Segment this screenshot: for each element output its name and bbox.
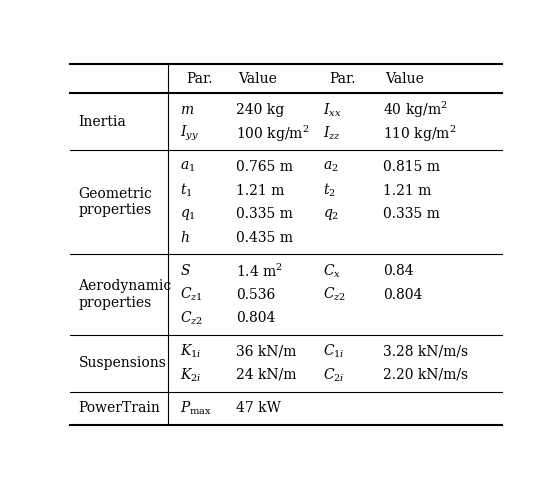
Text: 2.20 kN/m/s: 2.20 kN/m/s	[383, 368, 468, 382]
Text: $K_{2i}$: $K_{2i}$	[180, 366, 201, 384]
Text: Par.: Par.	[329, 72, 355, 86]
Text: $P_{\mathrm{max}}$: $P_{\mathrm{max}}$	[180, 400, 212, 417]
Text: 47 kW: 47 kW	[236, 401, 281, 415]
Text: $C_{2i}$: $C_{2i}$	[323, 366, 344, 384]
Text: 36 kN/m: 36 kN/m	[236, 345, 297, 358]
Text: $h$: $h$	[180, 230, 190, 245]
Text: Aerodynamic
properties: Aerodynamic properties	[78, 280, 172, 309]
Text: 0.765 m: 0.765 m	[236, 160, 294, 174]
Text: $K_{1i}$: $K_{1i}$	[180, 343, 201, 360]
Text: 40 kg/m$^2$: 40 kg/m$^2$	[383, 100, 448, 120]
Text: 240 kg: 240 kg	[236, 103, 285, 117]
Text: $C_{z1}$: $C_{z1}$	[180, 286, 203, 303]
Text: 0.435 m: 0.435 m	[236, 231, 294, 244]
Text: $C_{z2}$: $C_{z2}$	[180, 309, 203, 327]
Text: $S$: $S$	[180, 264, 191, 279]
Text: PowerTrain: PowerTrain	[78, 401, 160, 415]
Text: Geometric
properties: Geometric properties	[78, 187, 152, 218]
Text: 0.84: 0.84	[383, 264, 414, 278]
Text: $q_1$: $q_1$	[180, 206, 196, 222]
Text: Value: Value	[238, 72, 277, 86]
Text: 100 kg/m$^2$: 100 kg/m$^2$	[236, 123, 310, 144]
Text: $C_{1i}$: $C_{1i}$	[323, 343, 344, 360]
Text: Inertia: Inertia	[78, 115, 126, 129]
Text: $C_{z2}$: $C_{z2}$	[323, 286, 346, 303]
Text: 3.28 kN/m/s: 3.28 kN/m/s	[383, 345, 468, 358]
Text: Suspensions: Suspensions	[78, 356, 166, 370]
Text: $q_2$: $q_2$	[323, 206, 339, 222]
Text: $m$: $m$	[180, 103, 194, 117]
Text: 0.804: 0.804	[236, 311, 276, 325]
Text: $a_1$: $a_1$	[180, 160, 195, 174]
Text: 1.21 m: 1.21 m	[236, 183, 285, 198]
Text: 24 kN/m: 24 kN/m	[236, 368, 297, 382]
Text: 0.804: 0.804	[383, 287, 422, 302]
Text: $I_{zz}$: $I_{zz}$	[323, 125, 341, 142]
Text: $I_{xx}$: $I_{xx}$	[323, 102, 341, 119]
Text: Par.: Par.	[186, 72, 213, 86]
Text: $t_2$: $t_2$	[323, 182, 335, 199]
Text: $C_x$: $C_x$	[323, 262, 341, 280]
Text: $a_2$: $a_2$	[323, 160, 338, 174]
Text: $I_{yy}$: $I_{yy}$	[180, 124, 199, 143]
Text: Value: Value	[386, 72, 424, 86]
Text: 0.335 m: 0.335 m	[236, 207, 293, 221]
Text: 110 kg/m$^2$: 110 kg/m$^2$	[383, 123, 456, 144]
Text: 1.4 m$^2$: 1.4 m$^2$	[236, 263, 283, 280]
Text: $t_1$: $t_1$	[180, 182, 193, 199]
Text: 0.536: 0.536	[236, 287, 276, 302]
Text: 1.21 m: 1.21 m	[383, 183, 432, 198]
Text: 0.335 m: 0.335 m	[383, 207, 440, 221]
Text: 0.815 m: 0.815 m	[383, 160, 440, 174]
